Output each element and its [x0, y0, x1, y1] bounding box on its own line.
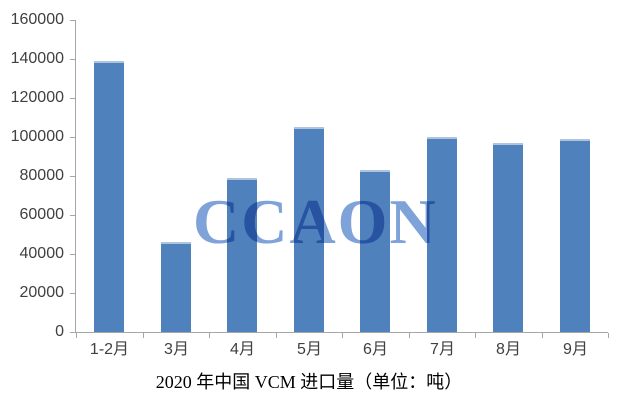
- bar: [294, 127, 324, 332]
- x-tick-label: 4月: [230, 341, 255, 358]
- bar: [94, 61, 124, 332]
- x-tick-mark: [209, 333, 210, 338]
- y-tick-label: 20000: [19, 284, 65, 301]
- y-tick-mark: [70, 136, 75, 138]
- y-axis-line: [75, 20, 76, 333]
- x-tick-label: 6月: [363, 341, 388, 358]
- y-tick-mark: [70, 97, 75, 99]
- y-tick-mark: [70, 214, 75, 216]
- y-tick-mark: [70, 58, 75, 60]
- y-tick-mark: [70, 175, 75, 177]
- y-tick-mark: [70, 331, 75, 333]
- plot-area: 0 20000 40000 60000 80000 100000 120000 140000 1…: [11, 11, 609, 358]
- bar: [227, 178, 257, 332]
- x-tick-mark: [76, 333, 77, 338]
- x-tick-label: 1-2月: [89, 341, 130, 358]
- chart-title: 2020 年中国 VCM 进口量（单位：吨）: [155, 372, 463, 392]
- bar: [493, 143, 523, 332]
- bar: [560, 139, 590, 332]
- x-tick-mark: [276, 333, 277, 338]
- x-tick-mark: [342, 333, 343, 338]
- x-tick-label: 7月: [430, 341, 455, 358]
- x-tick-mark: [409, 333, 410, 338]
- y-tick-mark: [70, 19, 75, 21]
- bar: [161, 242, 191, 332]
- y-tick-label: 140000: [10, 50, 64, 67]
- y-tick-mark: [70, 292, 75, 294]
- x-tick-label: 8月: [496, 341, 521, 358]
- x-tick-mark: [143, 333, 144, 338]
- y-tick-mark: [70, 253, 75, 255]
- x-axis-line: [75, 332, 608, 333]
- y-tick-label: 80000: [19, 167, 65, 184]
- bar: [360, 170, 390, 332]
- x-tick-label: 5月: [297, 341, 322, 358]
- x-tick-label: 9月: [563, 341, 588, 358]
- y-tick-label: 160000: [10, 11, 64, 28]
- x-tick-mark: [475, 333, 476, 338]
- y-tick-label: 120000: [10, 89, 64, 106]
- y-tick-label: 60000: [19, 206, 65, 223]
- x-tick-mark: [542, 333, 543, 338]
- y-tick-label: 0: [55, 323, 64, 340]
- bar: [427, 137, 457, 332]
- x-tick-mark: [608, 333, 609, 338]
- x-tick-label: 3月: [164, 341, 189, 358]
- y-tick-label: 100000: [10, 128, 64, 145]
- y-tick-label: 40000: [19, 245, 65, 262]
